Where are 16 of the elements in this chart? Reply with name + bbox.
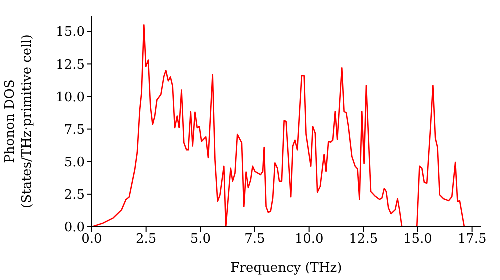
y-tick-label: 2.5 — [64, 188, 85, 204]
y-tick-label: 10.0 — [56, 90, 85, 106]
y-axis-title: Phonon DOS (States/THz·primitive cell) — [3, 34, 35, 209]
y-tick-label: 12.5 — [56, 58, 85, 73]
x-axis-title: Frequency (THz) — [230, 261, 342, 276]
y-tick-label: 5.0 — [64, 155, 85, 170]
x-tick-label: 15.0 — [404, 232, 432, 248]
x-tick-label: 5.0 — [190, 232, 212, 248]
y-tick-label: 15.0 — [56, 25, 85, 40]
y-tick-label: 7.5 — [64, 122, 85, 138]
x-tick-label: 17.5 — [458, 232, 487, 248]
x-tick-label: 2.5 — [136, 232, 157, 248]
x-tick-label: 12.5 — [349, 232, 378, 248]
x-tick-label: 7.5 — [244, 232, 266, 248]
x-tick-label: 10.0 — [294, 232, 324, 248]
x-tick-label: 0.0 — [82, 232, 102, 248]
